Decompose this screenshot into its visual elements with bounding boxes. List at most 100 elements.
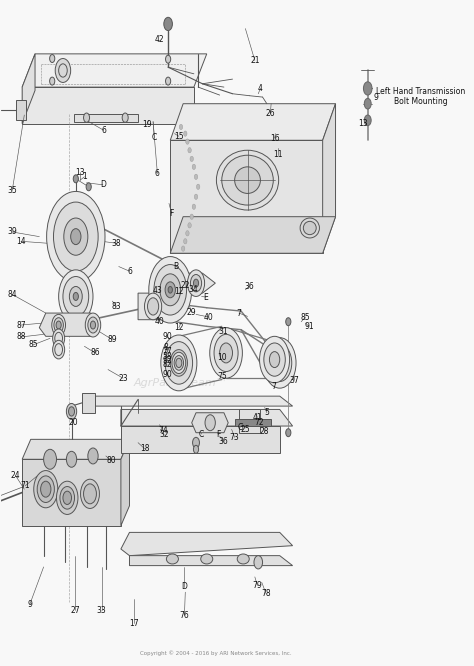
Circle shape	[174, 356, 183, 370]
Text: 5: 5	[264, 408, 269, 418]
Circle shape	[194, 194, 198, 199]
Text: 7: 7	[271, 382, 276, 391]
Text: 90: 90	[163, 332, 172, 342]
Text: 14: 14	[16, 237, 26, 246]
Polygon shape	[323, 104, 336, 253]
Polygon shape	[16, 101, 27, 121]
Circle shape	[286, 429, 291, 437]
Circle shape	[182, 246, 185, 251]
Circle shape	[56, 321, 61, 329]
Text: 82: 82	[163, 360, 172, 370]
Circle shape	[192, 204, 196, 209]
Text: 33: 33	[97, 605, 107, 615]
Polygon shape	[39, 313, 100, 336]
Text: 24: 24	[11, 472, 20, 480]
Text: 40: 40	[155, 316, 164, 326]
Circle shape	[44, 450, 56, 470]
Circle shape	[41, 482, 51, 497]
Ellipse shape	[166, 554, 178, 564]
Polygon shape	[82, 393, 95, 413]
Circle shape	[269, 352, 280, 368]
Text: C: C	[199, 430, 204, 438]
Text: 79: 79	[253, 581, 262, 590]
Text: 13: 13	[75, 168, 85, 176]
Text: 37: 37	[290, 376, 300, 385]
Circle shape	[161, 335, 197, 391]
Text: 13: 13	[359, 119, 368, 128]
Circle shape	[54, 318, 64, 332]
Circle shape	[183, 131, 187, 137]
Ellipse shape	[235, 167, 260, 193]
Circle shape	[83, 484, 96, 503]
Circle shape	[81, 480, 100, 508]
Text: 38: 38	[112, 239, 121, 248]
Circle shape	[37, 476, 55, 502]
Circle shape	[365, 99, 371, 109]
Text: 77: 77	[163, 347, 172, 356]
Circle shape	[160, 274, 181, 306]
Circle shape	[86, 182, 91, 190]
Text: 8: 8	[164, 343, 168, 352]
Text: F: F	[169, 209, 174, 218]
Text: 39: 39	[8, 228, 17, 236]
Circle shape	[64, 218, 88, 255]
Circle shape	[50, 77, 55, 85]
Circle shape	[46, 191, 105, 282]
Polygon shape	[22, 54, 207, 87]
Circle shape	[190, 214, 193, 219]
Polygon shape	[95, 396, 292, 406]
Text: 75: 75	[217, 372, 227, 382]
Polygon shape	[138, 293, 181, 320]
Text: 6: 6	[155, 169, 160, 178]
Circle shape	[165, 282, 175, 298]
Circle shape	[214, 334, 238, 372]
Circle shape	[165, 77, 171, 85]
Polygon shape	[170, 216, 336, 253]
Text: 40: 40	[204, 312, 214, 322]
Circle shape	[59, 270, 93, 323]
Circle shape	[66, 404, 77, 420]
Text: AgrPartStream™: AgrPartStream™	[134, 378, 228, 388]
Text: 86: 86	[91, 348, 100, 358]
Circle shape	[176, 358, 182, 368]
Text: 83: 83	[112, 302, 121, 311]
Text: 41: 41	[253, 413, 262, 422]
Polygon shape	[121, 410, 292, 426]
Circle shape	[69, 407, 74, 416]
Circle shape	[188, 222, 191, 228]
Circle shape	[50, 55, 55, 63]
Circle shape	[53, 340, 64, 359]
Text: 6: 6	[127, 266, 132, 276]
Circle shape	[56, 482, 78, 514]
Polygon shape	[73, 114, 138, 122]
Circle shape	[186, 139, 189, 145]
Polygon shape	[121, 426, 280, 453]
Text: 9: 9	[374, 93, 379, 101]
Circle shape	[254, 555, 263, 569]
Text: 72: 72	[255, 418, 264, 427]
Text: 19: 19	[142, 121, 152, 129]
Text: 27: 27	[70, 605, 80, 615]
Polygon shape	[191, 413, 228, 433]
Circle shape	[260, 336, 290, 383]
Text: G: G	[237, 423, 243, 432]
Text: B: B	[173, 262, 178, 271]
Text: 85: 85	[28, 340, 38, 350]
Polygon shape	[170, 141, 323, 253]
Circle shape	[170, 350, 187, 376]
Circle shape	[268, 344, 292, 382]
Circle shape	[365, 115, 371, 126]
Ellipse shape	[201, 554, 213, 564]
Circle shape	[277, 358, 283, 368]
Ellipse shape	[237, 554, 249, 564]
Circle shape	[83, 113, 90, 123]
Text: 20: 20	[69, 418, 79, 427]
Text: 29: 29	[187, 308, 197, 317]
Polygon shape	[22, 460, 121, 525]
Text: 92: 92	[163, 356, 172, 365]
Polygon shape	[235, 420, 271, 426]
Text: 10: 10	[217, 353, 227, 362]
Text: 18: 18	[140, 444, 149, 453]
Circle shape	[174, 356, 183, 370]
Text: 76: 76	[180, 611, 189, 620]
